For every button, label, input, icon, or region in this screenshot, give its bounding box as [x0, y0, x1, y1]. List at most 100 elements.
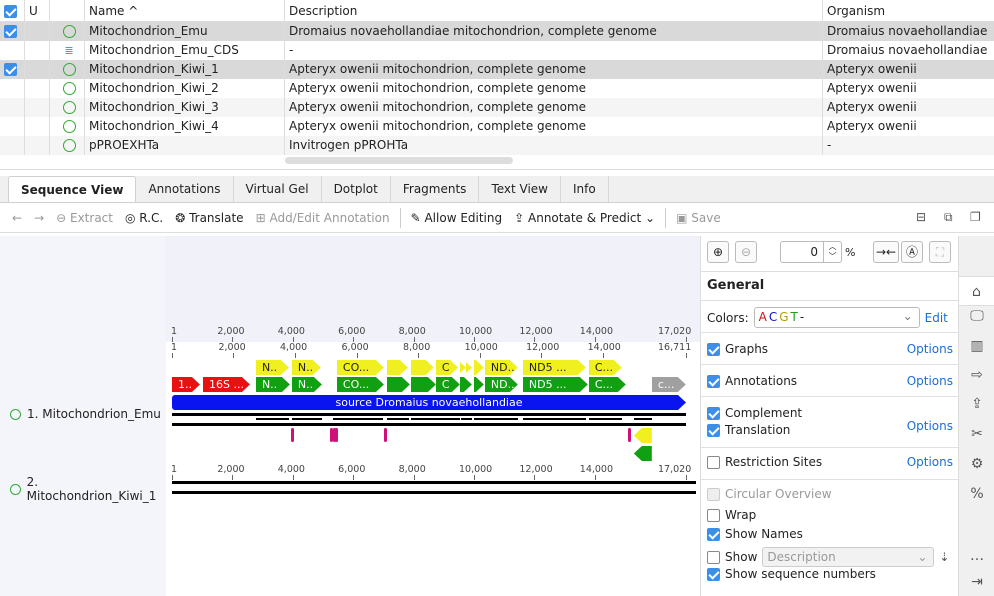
table-row[interactable]: Mitochondrion_Kiwi_4 Apteryx owenii mito… — [0, 117, 994, 136]
more-icon[interactable]: … — [970, 548, 984, 564]
checkbox[interactable] — [707, 487, 720, 501]
row-checkbox[interactable] — [0, 117, 25, 136]
row-checkbox[interactable] — [0, 136, 25, 155]
options-link[interactable]: Options — [906, 374, 953, 388]
show-field-select[interactable]: Description ⌄ — [762, 547, 935, 567]
table-row[interactable]: pPROEXHTa Invitrogen pPROHTa - — [0, 136, 994, 155]
annotation-gene[interactable]: N.. — [292, 360, 321, 375]
fit-width-button[interactable]: →← — [873, 241, 899, 263]
zoom-stepper[interactable]: ︿ ﹀ — [823, 242, 841, 262]
rc-button[interactable]: ◎ R.C. — [119, 211, 169, 225]
sort-icon[interactable]: ⇣ — [939, 550, 950, 564]
option-translation[interactable]: Translation Options — [707, 419, 953, 437]
row-checkbox[interactable] — [0, 98, 25, 117]
sequence-map[interactable]: 1 2,000 4,000 6,000 8,000 10,000 12,000 14,000 1… — [0, 0, 700, 596]
tab-annotations[interactable]: Annotations — [136, 176, 234, 202]
export-icon[interactable]: ⇪ — [971, 396, 983, 412]
annotation-gene[interactable]: N.. — [256, 360, 289, 375]
zoom-input[interactable]: 0 ︿ ﹀ — [780, 241, 842, 263]
options-link[interactable]: Options — [906, 419, 953, 433]
annotation-gene[interactable] — [474, 360, 484, 375]
option-show-sequence-numbers[interactable]: Show sequence numbers — [707, 567, 953, 581]
source-annotation[interactable]: source Dromaius novaehollandiae — [172, 395, 686, 410]
annotation-cds[interactable]: c... — [652, 377, 686, 392]
annotation-cds[interactable]: N.. — [256, 377, 290, 392]
option-wrap[interactable]: Wrap — [707, 508, 953, 522]
zoom-in-button[interactable]: ⊕ — [707, 241, 729, 263]
scissors-icon[interactable]: ✂ — [971, 426, 983, 442]
table-row[interactable]: Mitochondrion_Emu Dromaius novaehollandi… — [0, 22, 994, 41]
save-button[interactable]: ▣ Save — [670, 211, 727, 225]
row-checkbox[interactable] — [0, 41, 25, 60]
annotation-gene[interactable] — [387, 360, 408, 375]
row-checkbox[interactable] — [0, 60, 25, 79]
trna-mark[interactable] — [291, 428, 295, 442]
new-window-icon[interactable]: ❐ — [970, 210, 981, 224]
forward-button[interactable]: → — [34, 211, 45, 225]
column-description[interactable]: Description — [285, 0, 823, 21]
annotation-cds[interactable] — [387, 377, 410, 392]
checkbox[interactable] — [707, 567, 720, 581]
percent-icon[interactable]: % — [970, 486, 984, 502]
table-row[interactable]: Mitochondrion_Kiwi_1 Apteryx owenii mito… — [0, 60, 994, 79]
annotation-gene[interactable] — [466, 360, 472, 375]
checkbox[interactable] — [707, 508, 720, 522]
arrow-right-icon[interactable]: ⇨ — [971, 367, 983, 383]
annotation-cds[interactable]: C... — [589, 377, 626, 392]
column-u[interactable]: U — [25, 0, 50, 21]
checkbox[interactable] — [707, 406, 720, 420]
graph-icon[interactable]: ▥ — [970, 338, 984, 354]
column-organism[interactable]: Organism — [827, 4, 886, 18]
checkbox[interactable] — [707, 374, 720, 388]
trna-mark[interactable] — [383, 428, 387, 442]
tab-dotplot[interactable]: Dotplot — [322, 176, 391, 202]
sequence-label-kiwi[interactable]: 2. Mitochondrion_Kiwi_1 — [10, 475, 166, 503]
translate-button[interactable]: ❂ Translate — [169, 211, 249, 225]
annotation-gene[interactable]: C — [436, 360, 458, 375]
expand-view-icon[interactable]: ⧉ — [944, 210, 953, 224]
option-annotations[interactable]: Annotations Options — [707, 374, 953, 388]
tab-virtual-gel[interactable]: Virtual Gel — [234, 176, 322, 202]
checkbox[interactable] — [707, 527, 720, 541]
annotation-cds[interactable]: 1.. — [172, 377, 200, 392]
collapse-panel-icon[interactable]: ⇥ — [971, 574, 983, 590]
annotation-gene[interactable]: ND5 ... — [523, 360, 586, 375]
annotation-cds[interactable]: CO... — [337, 377, 384, 392]
trna-mark[interactable] — [628, 428, 632, 442]
annotation-cds[interactable] — [411, 377, 436, 392]
home-icon[interactable]: ⌂ — [959, 276, 994, 306]
trna-mark[interactable] — [334, 428, 338, 442]
checkbox[interactable] — [707, 342, 720, 356]
trna-mark[interactable] — [332, 428, 336, 442]
option-show-names[interactable]: Show Names — [707, 527, 953, 541]
extract-button[interactable]: ⊖ Extract — [50, 211, 119, 225]
annotation-gene[interactable]: C... — [589, 360, 622, 375]
checkbox[interactable] — [707, 550, 720, 564]
annotation-cds[interactable]: 16S ... — [203, 377, 250, 392]
select-all-checkbox[interactable] — [0, 0, 25, 21]
add-edit-annotation-button[interactable]: ⊞ Add/Edit Annotation — [250, 211, 396, 225]
zoom-out-button[interactable]: ⊖ — [735, 241, 757, 263]
trna-mark[interactable] — [330, 428, 334, 442]
sequence-label-emu[interactable]: 1. Mitochondrion_Emu — [10, 407, 161, 421]
annotation-cds[interactable]: N.. — [292, 377, 322, 392]
annotation-gene[interactable] — [460, 360, 466, 375]
annotation-gene[interactable]: ND... — [485, 360, 518, 375]
options-link[interactable]: Options — [906, 455, 953, 469]
annotation-cds[interactable] — [460, 377, 472, 392]
edit-colors-link[interactable]: Edit — [924, 310, 948, 325]
annotation-gene[interactable]: CO... — [337, 360, 384, 375]
option-graphs[interactable]: Graphs Options — [707, 342, 953, 356]
row-checkbox[interactable] — [0, 79, 25, 98]
annotation-rev-cds[interactable] — [633, 446, 652, 461]
monitor-icon[interactable]: 🖵 — [970, 308, 984, 324]
option-show[interactable]: Show Description ⌄ ⇣ — [707, 547, 953, 567]
table-row[interactable]: Mitochondrion_Kiwi_2 Apteryx owenii mito… — [0, 79, 994, 98]
options-link[interactable]: Options — [906, 342, 953, 356]
back-button[interactable]: ← — [12, 211, 23, 225]
annotation-cds[interactable]: ND5 ... — [523, 377, 588, 392]
annotation-cds[interactable]: ND... — [485, 377, 518, 392]
option-restriction-sites[interactable]: Restriction Sites Options — [707, 455, 953, 469]
column-name[interactable]: Name ^ — [85, 0, 285, 21]
annotation-cds[interactable] — [474, 377, 484, 392]
